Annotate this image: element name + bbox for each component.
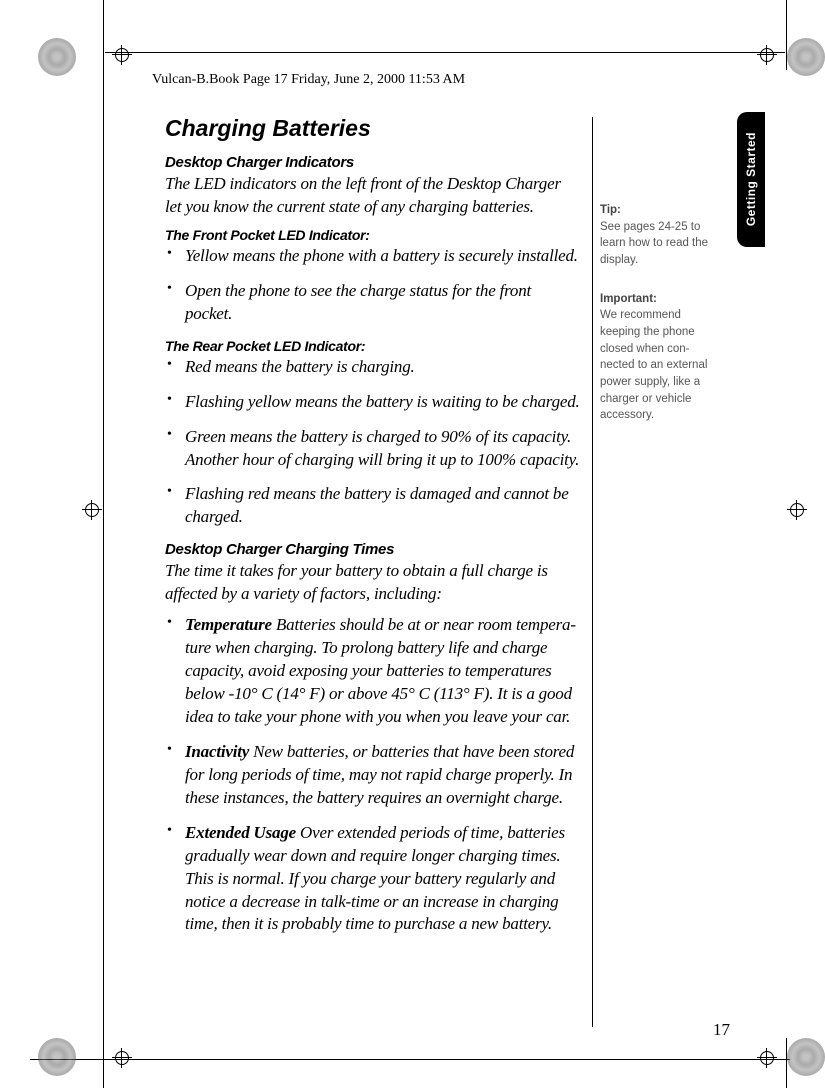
list-item: Flashing red means the battery is damage… (185, 483, 580, 529)
vertical-divider (592, 117, 593, 1027)
registration-mark-icon (82, 500, 102, 520)
corner-ornament-icon (38, 38, 76, 76)
note-text: We recommend keeping the phone closed wh… (600, 309, 707, 421)
corner-ornament-icon (787, 38, 825, 76)
note-title: Tip: (600, 202, 715, 219)
corner-ornament-icon (38, 1038, 76, 1076)
bullet-list: Temperature Batteries should be at or ne… (165, 614, 580, 936)
registration-mark-icon (112, 45, 132, 65)
list-item: Open the phone to see the charge status … (185, 280, 580, 326)
section-heading: Desktop Charger Indicators (165, 154, 580, 171)
body-paragraph: The LED indicators on the left front of … (165, 173, 580, 219)
page-number: 17 (713, 1020, 730, 1040)
registration-mark-icon (757, 45, 777, 65)
list-item: Red means the battery is charging. (185, 356, 580, 379)
note-title: Important: (600, 291, 715, 308)
section-heading: The Front Pocket LED Indicator: (165, 227, 580, 243)
bullet-list: Red means the battery is charging. Flash… (165, 356, 580, 530)
crop-mark (786, 1038, 787, 1088)
term-label: Temperature (185, 615, 272, 634)
crop-mark (30, 1059, 790, 1060)
main-content: Charging Batteries Desktop Charger Indic… (165, 115, 580, 948)
section-heading: Desktop Charger Charging Times (165, 541, 580, 558)
list-item: Temperature Batteries should be at or ne… (185, 614, 580, 729)
page-title: Charging Batteries (165, 115, 580, 142)
list-item: Green means the battery is charged to 90… (185, 426, 580, 472)
list-item: Extended Usage Over extended periods of … (185, 822, 580, 937)
note-text: See pages 24-25 to learn how to read the… (600, 221, 708, 266)
section-heading: The Rear Pocket LED Indicator: (165, 338, 580, 354)
important-note: Important: We recommend keeping the phon… (600, 291, 715, 424)
tab-label: Getting Started (744, 132, 758, 226)
crop-mark (105, 52, 785, 53)
page-header: Vulcan-B.Book Page 17 Friday, June 2, 20… (152, 72, 465, 88)
list-item: Inactivity New batteries, or batteries t… (185, 741, 580, 810)
sidebar: Tip: See pages 24-25 to learn how to rea… (600, 202, 715, 446)
list-item: Flashing yellow means the battery is wai… (185, 391, 580, 414)
tip-note: Tip: See pages 24-25 to learn how to rea… (600, 202, 715, 269)
registration-mark-icon (112, 1048, 132, 1068)
bullet-list: Yellow means the phone with a battery is… (165, 245, 580, 326)
term-label: Extended Usage (185, 823, 296, 842)
crop-mark (103, 0, 104, 1088)
body-paragraph: The time it takes for your battery to ob… (165, 560, 580, 606)
registration-mark-icon (787, 500, 807, 520)
section-tab: Getting Started (737, 112, 765, 247)
list-item: Yellow means the phone with a battery is… (185, 245, 580, 268)
registration-mark-icon (757, 1048, 777, 1068)
term-label: Inactivity (185, 742, 249, 761)
corner-ornament-icon (787, 1038, 825, 1076)
